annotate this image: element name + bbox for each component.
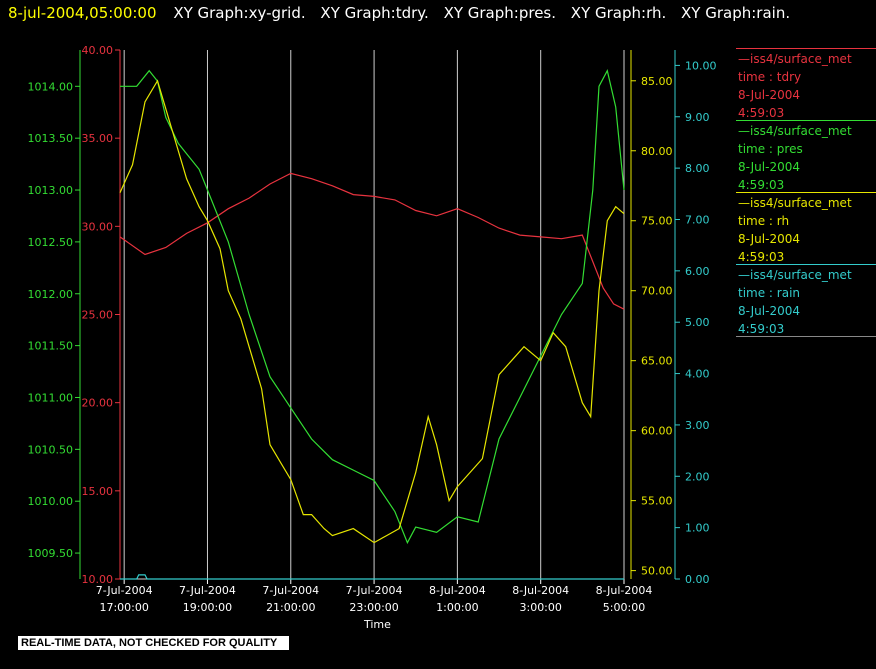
- x-tick-label-time: 3:00:00: [519, 601, 561, 614]
- legend-entry-tdry[interactable]: —iss4/surface_met time : tdry 8-Jul-2004…: [736, 48, 876, 120]
- rain-tick-label: 1.00: [685, 522, 710, 535]
- rh-tick-label: 80.00: [641, 145, 673, 158]
- x-axis-title: Time: [364, 618, 391, 631]
- pres-tick-label: 1010.50: [28, 443, 74, 456]
- x-tick-label-date: 8-Jul-2004: [512, 584, 569, 597]
- rh-tick-label: 75.00: [641, 215, 673, 228]
- rh-tick-label: 60.00: [641, 425, 673, 438]
- rain-tick-label: 0.00: [685, 573, 710, 586]
- rain-tick-label: 3.00: [685, 419, 710, 432]
- x-tick-label-date: 7-Jul-2004: [179, 584, 236, 597]
- tdry-tick-label: 25.00: [82, 309, 114, 322]
- x-tick-label-date: 8-Jul-2004: [429, 584, 486, 597]
- pres-tick-label: 1012.50: [28, 236, 74, 249]
- x-tick-label-time: 17:00:00: [99, 601, 148, 614]
- rh-tick-label: 65.00: [641, 355, 673, 368]
- legend-var: time : rh: [738, 214, 790, 228]
- rain-tick-label: 2.00: [685, 470, 710, 483]
- tdry-tick-label: 15.00: [82, 485, 114, 498]
- legend-var: time : rain: [738, 286, 801, 300]
- tdry-tick-label: 35.00: [82, 132, 114, 145]
- legend-source: iss4/surface_met: [750, 196, 852, 210]
- rh-series-line: [119, 79, 625, 544]
- legend-source: iss4/surface_met: [750, 268, 852, 282]
- legend-var: time : tdry: [738, 70, 802, 84]
- pres-tick-label: 1011.00: [28, 391, 74, 404]
- legend-swatch: [736, 336, 876, 337]
- pres-tick-label: 1009.50: [28, 547, 74, 560]
- tdry-series-line: [119, 172, 625, 310]
- rain-series-line: [120, 574, 624, 580]
- legend-time: 4:59:03: [738, 106, 785, 120]
- x-tick-label-time: 19:00:00: [183, 601, 232, 614]
- legend-entry-rain[interactable]: —iss4/surface_met time : rain 8-Jul-2004…: [736, 264, 876, 337]
- pres-series-line: [120, 69, 625, 545]
- x-tick-label-date: 7-Jul-2004: [346, 584, 403, 597]
- disclaimer-label: REAL-TIME DATA, NOT CHECKED FOR QUALITY: [18, 636, 290, 650]
- rain-tick-label: 6.00: [685, 265, 710, 278]
- pres-tick-label: 1012.00: [28, 288, 74, 301]
- legend-source: iss4/surface_met: [750, 52, 852, 66]
- legend-swatch: [736, 48, 876, 49]
- x-tick-label-time: 5:00:00: [603, 601, 645, 614]
- legend-date: 8-Jul-2004: [738, 232, 800, 246]
- legend-swatch: [736, 264, 876, 265]
- rain-tick-label: 5.00: [685, 316, 710, 329]
- rain-tick-label: 9.00: [685, 111, 710, 124]
- x-tick-label-time: 21:00:00: [266, 601, 315, 614]
- legend-time: 4:59:03: [738, 250, 785, 264]
- title-bar: 8-jul-2004,05:00:00 XY Graph:xy-grid. XY…: [8, 4, 800, 22]
- legend-date: 8-Jul-2004: [738, 304, 800, 318]
- pres-tick-label: 1011.50: [28, 340, 74, 353]
- x-tick-label-date: 7-Jul-2004: [96, 584, 153, 597]
- rh-tick-label: 70.00: [641, 285, 673, 298]
- pres-tick-label: 1013.00: [28, 184, 74, 197]
- rh-tick-label: 85.00: [641, 75, 673, 88]
- legend-date: 8-Jul-2004: [738, 160, 800, 174]
- pres-tick-label: 1014.00: [28, 80, 74, 93]
- rain-tick-label: 4.00: [685, 368, 710, 381]
- tdry-tick-label: 20.00: [82, 397, 114, 410]
- title-time: 8-jul-2004,05:00:00: [8, 4, 157, 22]
- legend-entry-pres[interactable]: —iss4/surface_met time : pres 8-Jul-2004…: [736, 120, 876, 192]
- title-graph-tdry[interactable]: XY Graph:tdry.: [320, 4, 429, 22]
- x-tick-label-time: 1:00:00: [436, 601, 478, 614]
- legend-date: 8-Jul-2004: [738, 88, 800, 102]
- legend-var: time : pres: [738, 142, 803, 156]
- legend-swatch: [736, 120, 876, 121]
- tdry-tick-label: 40.00: [82, 44, 114, 57]
- title-graph-xy-grid[interactable]: XY Graph:xy-grid.: [173, 4, 306, 22]
- title-graph-rain[interactable]: XY Graph:rain.: [681, 4, 791, 22]
- pres-tick-label: 1010.00: [28, 495, 74, 508]
- rain-tick-label: 8.00: [685, 162, 710, 175]
- legend-source: iss4/surface_met: [750, 124, 852, 138]
- legend-entry-rh[interactable]: —iss4/surface_met time : rh 8-Jul-2004 4…: [736, 192, 876, 264]
- x-tick-label-date: 7-Jul-2004: [262, 584, 319, 597]
- x-tick-label-date: 8-Jul-2004: [596, 584, 653, 597]
- legend-time: 4:59:03: [738, 322, 785, 336]
- legend: —iss4/surface_met time : tdry 8-Jul-2004…: [736, 48, 876, 337]
- rh-tick-label: 50.00: [641, 565, 673, 578]
- tdry-tick-label: 10.00: [82, 573, 114, 586]
- title-graph-pres[interactable]: XY Graph:pres.: [443, 4, 557, 22]
- x-tick-label-time: 23:00:00: [349, 601, 398, 614]
- rain-tick-label: 7.00: [685, 213, 710, 226]
- rh-tick-label: 55.00: [641, 495, 673, 508]
- legend-time: 4:59:03: [738, 178, 785, 192]
- legend-swatch: [736, 192, 876, 193]
- pres-tick-label: 1013.50: [28, 132, 74, 145]
- rain-tick-label: 10.00: [685, 59, 717, 72]
- tdry-tick-label: 30.00: [82, 220, 114, 233]
- title-graph-rh[interactable]: XY Graph:rh.: [570, 4, 667, 22]
